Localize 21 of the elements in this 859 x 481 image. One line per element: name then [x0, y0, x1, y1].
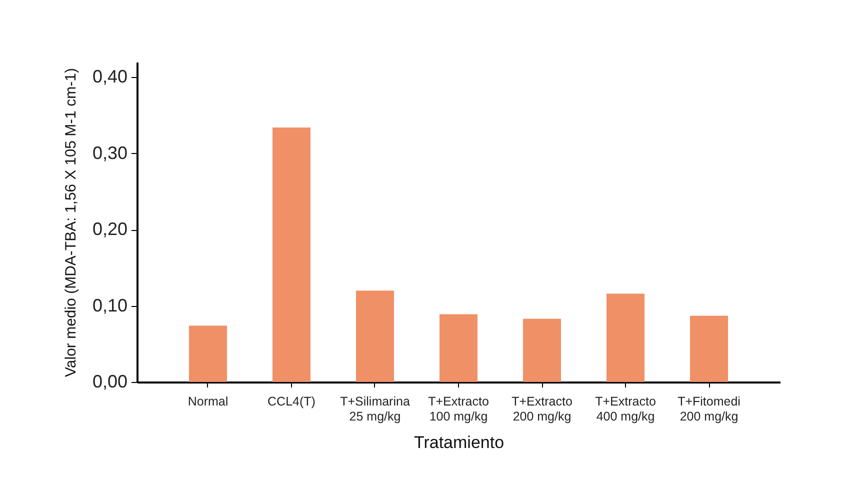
y-tick-label: 0,20 — [92, 219, 128, 240]
y-tick-label: 0,30 — [92, 142, 128, 163]
x-tick-label: T+Extracto 100 mg/kg — [428, 394, 489, 424]
x-tick-label: T+Extracto 400 mg/kg — [595, 394, 656, 424]
y-tick-label: 0,10 — [92, 295, 128, 316]
bar — [356, 290, 394, 382]
x-tick-label: T+Fitomedi 200 mg/kg — [678, 394, 740, 424]
bar — [606, 294, 645, 382]
y-tick-label: 0,00 — [92, 372, 128, 392]
x-tick-label: CCL4(T) — [268, 394, 316, 408]
bar — [523, 318, 562, 382]
bar — [440, 314, 478, 382]
y-tick-label: 0,40 — [92, 66, 128, 87]
x-tick-label: T+Silimarina 25 mg/kg — [340, 394, 410, 424]
x-tick-label: Normal — [188, 394, 228, 408]
bar — [690, 316, 728, 382]
bar — [272, 128, 310, 382]
bar — [188, 326, 227, 382]
y-axis-title: Valor medio (MDA-TBA: 1,56 X 105 M-1 cm-1) — [62, 68, 80, 377]
x-tick-label: T+Extracto 200 mg/kg — [512, 394, 572, 424]
x-axis-title: Tratamiento — [414, 433, 504, 452]
